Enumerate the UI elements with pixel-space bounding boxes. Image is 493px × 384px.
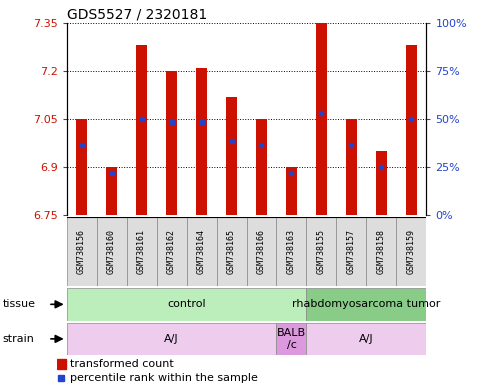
Text: GSM738159: GSM738159 (407, 229, 416, 274)
Bar (106, 167, 117, 215)
Text: GSM738163: GSM738163 (287, 229, 296, 274)
Bar (277, 217, 307, 286)
Bar (226, 97, 237, 215)
Text: GSM738164: GSM738164 (197, 229, 206, 274)
Bar (316, 23, 327, 215)
Bar (307, 288, 426, 321)
Text: GSM738155: GSM738155 (317, 229, 326, 274)
Bar (186, 217, 216, 286)
Text: transformed count: transformed count (70, 359, 174, 369)
Bar (166, 71, 177, 215)
Text: GSM738165: GSM738165 (227, 229, 236, 274)
Text: GSM738160: GSM738160 (107, 229, 116, 274)
Text: A/J: A/J (359, 334, 374, 344)
Bar (67, 217, 97, 286)
Bar (396, 217, 426, 286)
Text: GSM738166: GSM738166 (257, 229, 266, 274)
Text: GSM738157: GSM738157 (347, 229, 356, 274)
Text: GSM738161: GSM738161 (137, 229, 146, 274)
Bar (196, 68, 207, 215)
Text: GSM738158: GSM738158 (377, 229, 386, 274)
Bar (336, 217, 366, 286)
Text: A/J: A/J (164, 334, 179, 344)
Bar (136, 45, 147, 215)
Bar (57, 359, 66, 369)
Bar (216, 217, 246, 286)
Bar (286, 167, 297, 215)
Bar (246, 217, 277, 286)
Text: GSM738162: GSM738162 (167, 229, 176, 274)
Bar (307, 217, 336, 286)
Text: strain: strain (2, 334, 35, 344)
Text: GSM738156: GSM738156 (77, 229, 86, 274)
Bar (76, 119, 87, 215)
Text: percentile rank within the sample: percentile rank within the sample (70, 373, 257, 383)
Bar (277, 323, 307, 355)
Bar (67, 288, 307, 321)
Text: tissue: tissue (2, 299, 35, 310)
Text: rhabdomyosarcoma tumor: rhabdomyosarcoma tumor (292, 299, 441, 310)
Bar (97, 217, 127, 286)
Bar (346, 119, 357, 215)
Bar (376, 151, 387, 215)
Text: GDS5527 / 2320181: GDS5527 / 2320181 (67, 8, 207, 22)
Bar (157, 217, 186, 286)
Bar (67, 323, 277, 355)
Bar (127, 217, 157, 286)
Text: control: control (167, 299, 206, 310)
Bar (406, 45, 417, 215)
Bar (366, 217, 396, 286)
Bar (256, 119, 267, 215)
Text: BALB
/c: BALB /c (277, 328, 306, 350)
Bar (307, 323, 426, 355)
